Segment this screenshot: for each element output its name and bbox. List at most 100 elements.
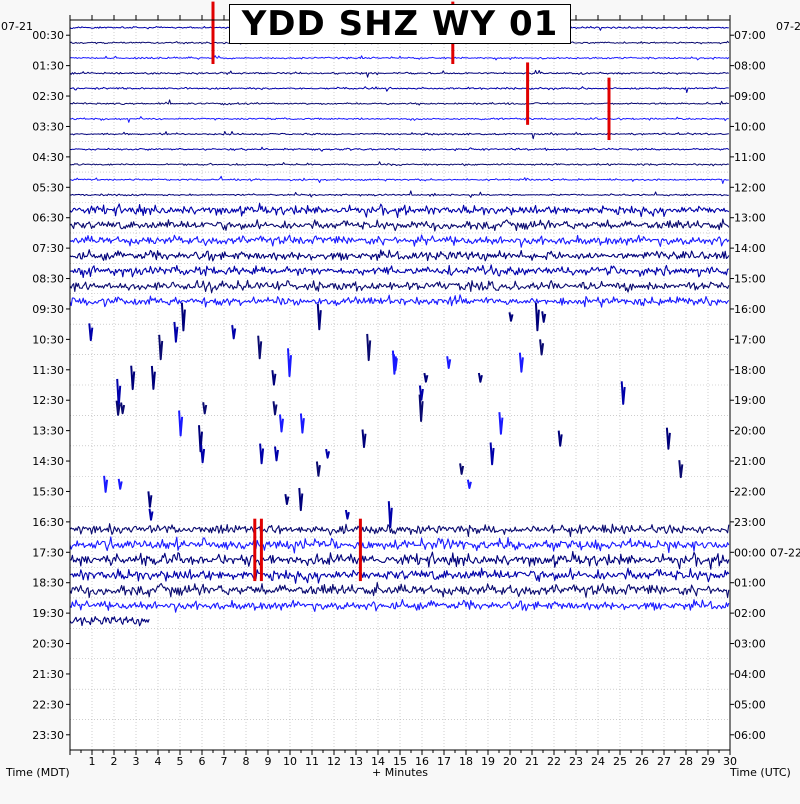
trace-burst (298, 487, 304, 512)
trace-burst (284, 493, 290, 505)
trace-row (69, 69, 729, 78)
left-tick-label: 19:30 (32, 607, 64, 620)
date-rollover-label: 07-22 (770, 546, 800, 559)
right-tick-label: 20:00 (734, 425, 766, 438)
left-tick-label: 15:30 (32, 485, 64, 498)
trace-row (69, 131, 729, 140)
trace-burst (366, 333, 372, 362)
trace-row (69, 581, 730, 598)
left-tick-label: 09:30 (32, 303, 64, 316)
trace-burst (423, 372, 429, 383)
x-tick-label: 7 (221, 755, 228, 768)
x-tick-label: 25 (613, 755, 627, 768)
trace-row (69, 294, 730, 308)
x-tick-label: 22 (547, 755, 561, 768)
trace-burst (178, 410, 184, 437)
left-tick-label: 07:30 (32, 242, 64, 255)
trace-burst (534, 302, 540, 332)
trace-burst (325, 448, 331, 459)
trace-burst (477, 372, 483, 383)
x-tick-label: 14 (371, 755, 385, 768)
x-tick-label: 28 (679, 755, 693, 768)
trace-burst (316, 303, 322, 331)
trace-row (69, 598, 730, 613)
right-tick-label: 04:00 (734, 668, 766, 681)
left-tick-label: 06:30 (32, 212, 64, 225)
left-date-label: 07-21 (1, 20, 33, 33)
right-tick-label: 00:00 (734, 546, 766, 559)
trace-row (69, 567, 730, 584)
x-tick-label: 3 (133, 755, 140, 768)
trace-burst (274, 446, 279, 462)
right-tick-label: 11:00 (734, 151, 766, 164)
trace-burst (180, 302, 186, 332)
right-tick-label: 17:00 (734, 333, 766, 346)
left-tick-label: 13:30 (32, 425, 64, 438)
trace-row (69, 218, 730, 232)
left-tick-label: 04:30 (32, 151, 64, 164)
left-tick-label: 21:30 (32, 668, 64, 681)
right-date-label: 07-21 (776, 20, 800, 33)
left-tick-label: 10:30 (32, 333, 64, 346)
trace-burst (202, 402, 208, 415)
x-tick-label: 18 (459, 755, 473, 768)
x-tick-label: 16 (415, 755, 429, 768)
trace-burst (259, 443, 265, 465)
trace-row (69, 55, 730, 61)
right-tick-label: 01:00 (734, 577, 766, 590)
trace-burst (200, 444, 206, 464)
trace-row (69, 99, 729, 106)
trace-row (69, 279, 730, 294)
trace-burst (418, 394, 424, 422)
x-tick-label: 9 (265, 755, 272, 768)
x-tick-label: 5 (177, 755, 184, 768)
trace-burst (387, 501, 393, 529)
trace-burst (344, 509, 350, 520)
trace-burst (271, 370, 277, 386)
left-tick-label: 05:30 (32, 181, 64, 194)
trace-burst (272, 401, 278, 416)
trace-burst (120, 402, 126, 415)
left-tick-label: 11:30 (32, 364, 64, 377)
x-tick-label: 11 (305, 755, 319, 768)
trace-burst (392, 354, 398, 372)
trace-burst (459, 463, 465, 475)
left-tick-label: 14:30 (32, 455, 64, 468)
trace-row (69, 190, 729, 198)
right-tick-label: 18:00 (734, 364, 766, 377)
x-tick-label: 10 (283, 755, 297, 768)
left-tick-label: 02:30 (32, 90, 64, 103)
trace-row (69, 161, 729, 167)
right-tick-label: 05:00 (734, 698, 766, 711)
x-tick-label: 2 (111, 755, 118, 768)
trace-burst (147, 491, 153, 508)
trace-row (69, 234, 730, 248)
right-tick-label: 03:00 (734, 638, 766, 651)
x-tick-label: 4 (155, 755, 162, 768)
trace-burst (287, 348, 292, 378)
trace-burst (117, 478, 123, 490)
trace-row (69, 536, 730, 554)
trace-row (69, 86, 729, 93)
trace-burst (315, 461, 321, 477)
left-axis-label: Time (MDT) (6, 766, 70, 779)
x-axis-label: + Minutes (372, 766, 429, 779)
right-tick-label: 15:00 (734, 273, 766, 286)
left-tick-label: 22:30 (32, 698, 64, 711)
trace-burst (231, 324, 237, 340)
x-tick-label: 26 (635, 755, 649, 768)
trace-burst (158, 334, 164, 361)
trace-burst (466, 479, 472, 489)
trace-burst (148, 508, 154, 521)
trace-row (69, 146, 730, 152)
trace-burst (115, 400, 121, 416)
x-tick-label: 6 (199, 755, 206, 768)
right-tick-label: 19:00 (734, 394, 766, 407)
trace-burst (489, 442, 495, 466)
x-tick-label: 21 (525, 755, 539, 768)
x-tick-label: 24 (591, 755, 605, 768)
trace-burst (498, 412, 504, 435)
x-tick-label: 17 (437, 755, 451, 768)
